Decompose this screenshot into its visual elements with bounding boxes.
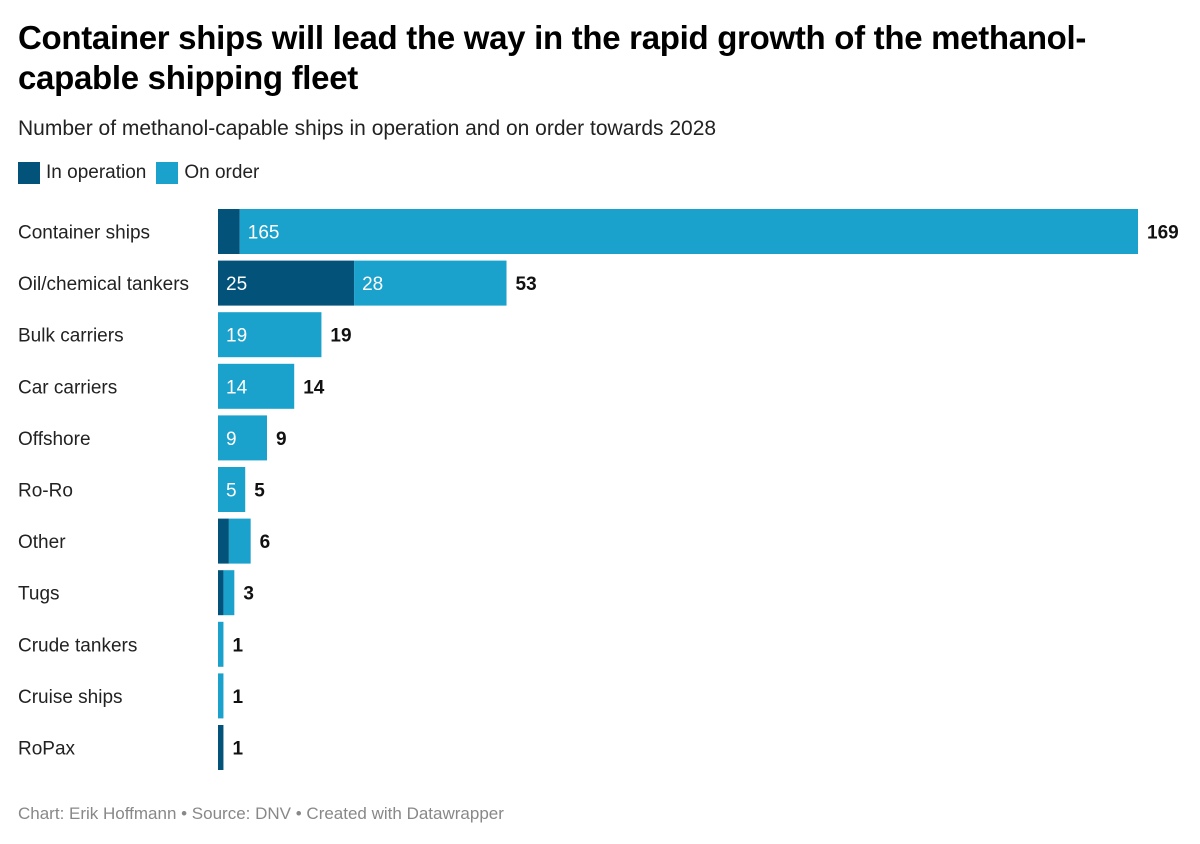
total-label-offshore: 9	[276, 429, 287, 450]
category-label-cruise-ships: Cruise ships	[18, 687, 123, 708]
legend-swatch-in-operation	[18, 162, 40, 184]
segment-label-car-carriers-on-order: 14	[226, 377, 248, 398]
legend-label-on-order: On order	[184, 162, 260, 183]
segment-label-oil-chemical-tankers-on-order: 28	[362, 274, 383, 295]
bar-crude-tankers-on-order	[218, 621, 224, 667]
category-label-car-carriers: Car carriers	[18, 377, 117, 398]
category-label-oil-chemical-tankers: Oil/chemical tankers	[18, 274, 189, 295]
bar-ropax-in-operation	[218, 725, 224, 770]
segment-label-container-ships-on-order: 165	[248, 223, 280, 244]
total-label-oil-chemical-tankers: 53	[516, 274, 537, 295]
segment-label-oil-chemical-tankers-in-operation: 25	[226, 274, 247, 295]
bar-car-carriers-on-order	[218, 363, 295, 409]
total-label-bulk-carriers: 19	[330, 326, 351, 347]
bar-bulk-carriers-on-order	[218, 312, 322, 358]
bar-other-on-order	[228, 518, 251, 564]
segment-label-bulk-carriers-on-order: 19	[226, 326, 247, 347]
bar-tugs-in-operation	[218, 570, 224, 616]
bar-other-in-operation	[218, 518, 229, 564]
bar-container-ships-on-order	[239, 209, 1138, 254]
category-label-other: Other	[18, 532, 66, 553]
legend-label-in-operation: In operation	[46, 162, 147, 183]
legend-item-on-order: On order	[156, 162, 259, 184]
legend: In operation On order	[18, 162, 269, 184]
total-label-container-ships: 169	[1147, 223, 1179, 244]
category-label-ropax: RoPax	[18, 739, 76, 760]
category-label-bulk-carriers: Bulk carriers	[18, 326, 124, 347]
category-label-container-ships: Container ships	[18, 223, 150, 244]
bar-offshore-on-order	[218, 415, 267, 461]
bar-oil-chemical-tankers-in-operation	[218, 260, 355, 306]
chart-subtitle: Number of methanol-capable ships in oper…	[18, 117, 717, 140]
segment-label-offshore-on-order: 9	[226, 429, 237, 450]
chart-title: Container ships will lead the way in the…	[18, 19, 1087, 96]
total-label-cruise-ships: 1	[232, 687, 243, 708]
total-label-ropax: 1	[232, 739, 243, 760]
category-label-crude-tankers: Crude tankers	[18, 635, 137, 656]
bar-tugs-on-order	[223, 570, 235, 616]
category-label-ro-ro: Ro-Ro	[18, 481, 73, 502]
bar-cruise-ships-on-order	[218, 673, 224, 719]
bar-container-ships-in-operation	[218, 209, 240, 254]
category-label-tugs: Tugs	[18, 584, 60, 605]
total-label-ro-ro: 5	[254, 481, 265, 502]
total-label-tugs: 3	[243, 584, 254, 605]
bar-ro-ro-on-order	[218, 467, 246, 512]
category-label-offshore: Offshore	[18, 429, 91, 450]
bar-oil-chemical-tankers-on-order	[354, 260, 507, 306]
legend-item-in-operation: In operation	[18, 162, 146, 184]
total-label-car-carriers: 14	[303, 377, 325, 398]
legend-swatch-on-order	[156, 162, 179, 184]
total-label-crude-tankers: 1	[232, 635, 243, 656]
segment-label-ro-ro-on-order: 5	[226, 481, 237, 502]
total-label-other: 6	[260, 532, 271, 553]
chart-footer: Chart: Erik Hoffmann • Source: DNV • Cre…	[18, 804, 504, 823]
